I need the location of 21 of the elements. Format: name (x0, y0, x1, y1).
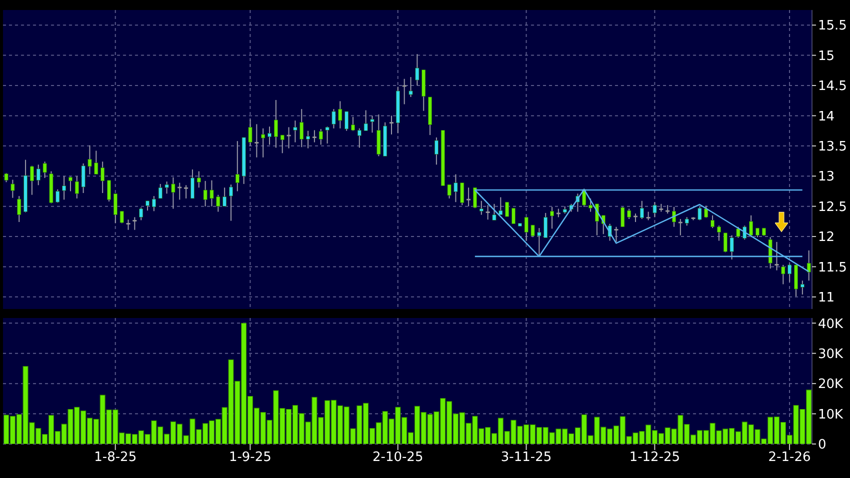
x-tick-label: 3-11-25 (500, 450, 552, 466)
y-tick-label: 15 (818, 48, 835, 64)
x-tick-label: 2-1-26 (768, 450, 811, 466)
y-tick-label: 20K (818, 377, 844, 392)
y-tick-label: 13 (818, 170, 835, 185)
y-tick-label: 11.5 (818, 260, 847, 276)
y-tick-label: 14.5 (818, 79, 847, 94)
y-tick-label: 15.5 (818, 18, 847, 34)
y-tick-label: 12.5 (818, 200, 847, 215)
y-tick-label: 13.5 (818, 140, 847, 155)
x-tick-label: 2-10-25 (372, 450, 424, 466)
y-tick-label: 12 (818, 230, 835, 246)
y-tick-label: 11 (818, 290, 835, 306)
x-tick-label: 1-12-25 (629, 450, 680, 466)
y-tick-label: 40K (818, 316, 844, 332)
y-tick-label: 0 (818, 438, 826, 453)
y-tick-label: 30K (818, 346, 844, 362)
x-tick-label: 1-8-25 (94, 450, 137, 466)
x-tick-label: 1-9-25 (228, 450, 272, 466)
y-tick-label: 10K (818, 407, 844, 422)
y-tick-label: 14 (818, 109, 835, 124)
